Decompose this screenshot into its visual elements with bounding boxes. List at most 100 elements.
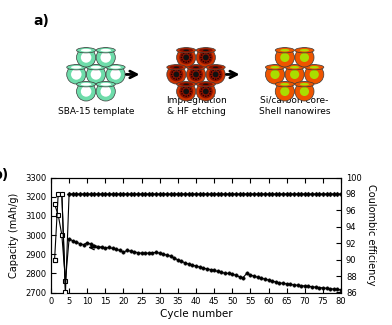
Y-axis label: Coulombic efficiency: Coulombic efficiency	[366, 184, 376, 286]
Ellipse shape	[81, 49, 91, 52]
Circle shape	[200, 91, 202, 92]
Ellipse shape	[183, 49, 189, 51]
Circle shape	[196, 82, 215, 101]
Circle shape	[81, 52, 91, 63]
Ellipse shape	[189, 65, 203, 69]
Y-axis label: Capacity (mAh/g): Capacity (mAh/g)	[9, 192, 19, 278]
Circle shape	[110, 69, 121, 80]
Circle shape	[188, 95, 189, 96]
Circle shape	[209, 68, 223, 81]
Circle shape	[187, 65, 205, 84]
Circle shape	[201, 93, 202, 95]
Circle shape	[181, 88, 183, 90]
Circle shape	[183, 55, 189, 60]
Circle shape	[191, 71, 192, 73]
Text: a): a)	[34, 14, 49, 28]
Ellipse shape	[275, 48, 294, 53]
Circle shape	[205, 61, 207, 63]
Ellipse shape	[305, 65, 324, 70]
Circle shape	[190, 59, 191, 60]
Ellipse shape	[295, 48, 314, 53]
Ellipse shape	[206, 65, 225, 70]
Circle shape	[169, 68, 183, 81]
Circle shape	[189, 68, 203, 81]
Circle shape	[207, 53, 209, 54]
Circle shape	[171, 76, 173, 78]
Text: Si/carbon core-
Shell nanowires: Si/carbon core- Shell nanowires	[259, 96, 330, 116]
Circle shape	[212, 78, 214, 79]
Ellipse shape	[179, 48, 193, 52]
Ellipse shape	[81, 83, 91, 86]
Ellipse shape	[295, 82, 314, 87]
Circle shape	[210, 91, 211, 92]
Circle shape	[200, 71, 201, 73]
Circle shape	[100, 52, 111, 63]
Ellipse shape	[196, 48, 215, 53]
Text: Impregnation
& HF etching: Impregnation & HF etching	[166, 96, 226, 116]
Ellipse shape	[270, 66, 279, 69]
Circle shape	[310, 70, 319, 79]
Circle shape	[203, 55, 209, 60]
Circle shape	[195, 69, 197, 71]
Circle shape	[200, 57, 202, 58]
Circle shape	[213, 72, 218, 77]
Circle shape	[71, 69, 82, 80]
Circle shape	[211, 76, 212, 78]
Ellipse shape	[187, 65, 205, 70]
Circle shape	[199, 51, 213, 64]
Ellipse shape	[209, 65, 223, 69]
Circle shape	[178, 78, 180, 79]
Circle shape	[295, 48, 314, 67]
Circle shape	[280, 87, 289, 96]
Circle shape	[106, 65, 125, 84]
Circle shape	[180, 71, 181, 73]
Circle shape	[181, 57, 182, 58]
Circle shape	[185, 52, 187, 53]
Ellipse shape	[76, 82, 96, 87]
Circle shape	[205, 52, 207, 53]
Circle shape	[181, 91, 182, 92]
Circle shape	[212, 70, 214, 71]
Circle shape	[207, 61, 209, 62]
Ellipse shape	[213, 67, 218, 68]
Circle shape	[191, 74, 192, 75]
Circle shape	[219, 76, 221, 78]
Circle shape	[300, 53, 309, 62]
Circle shape	[209, 54, 211, 56]
Circle shape	[100, 86, 111, 97]
Circle shape	[67, 65, 86, 84]
Ellipse shape	[91, 66, 101, 69]
Circle shape	[209, 59, 211, 60]
Ellipse shape	[199, 48, 213, 52]
Circle shape	[207, 86, 209, 88]
Circle shape	[206, 65, 225, 84]
Ellipse shape	[169, 65, 183, 69]
Ellipse shape	[203, 49, 209, 51]
Circle shape	[265, 65, 285, 84]
Circle shape	[220, 74, 221, 75]
Circle shape	[215, 78, 216, 80]
Circle shape	[180, 74, 182, 75]
Circle shape	[183, 61, 185, 62]
Ellipse shape	[177, 82, 196, 87]
Circle shape	[190, 54, 191, 56]
Circle shape	[179, 84, 193, 98]
Ellipse shape	[196, 82, 215, 87]
Circle shape	[167, 65, 186, 84]
Circle shape	[219, 71, 221, 73]
Circle shape	[193, 78, 194, 79]
Circle shape	[215, 69, 216, 71]
Circle shape	[185, 61, 187, 63]
Circle shape	[188, 61, 189, 62]
Circle shape	[203, 95, 204, 96]
Ellipse shape	[96, 82, 115, 87]
Ellipse shape	[193, 67, 199, 68]
Circle shape	[190, 57, 192, 58]
Circle shape	[203, 86, 204, 88]
Ellipse shape	[265, 65, 285, 70]
Ellipse shape	[280, 49, 289, 52]
Circle shape	[176, 69, 177, 71]
Circle shape	[199, 84, 213, 98]
Circle shape	[181, 54, 183, 56]
Ellipse shape	[199, 82, 213, 86]
